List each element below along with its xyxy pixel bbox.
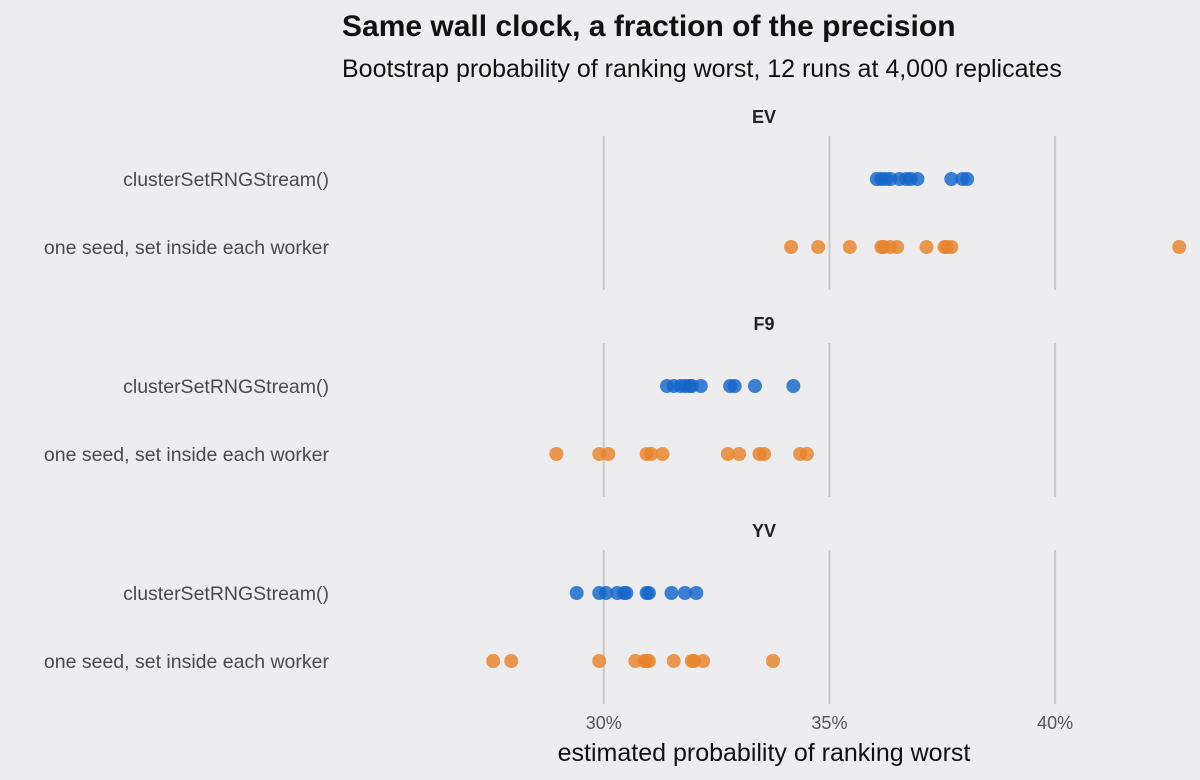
data-point <box>641 586 656 600</box>
data-point <box>784 240 799 254</box>
data-point <box>666 654 681 668</box>
x-tick-label: 30% <box>586 713 622 733</box>
data-point <box>747 379 762 393</box>
data-point <box>644 447 659 461</box>
data-point <box>960 172 975 186</box>
data-point <box>569 586 584 600</box>
data-point <box>486 654 501 668</box>
panel-strip-label: EV <box>752 107 776 127</box>
data-point <box>549 447 564 461</box>
row-label: one seed, set inside each worker <box>44 444 330 466</box>
chart-title: Same wall clock, a fraction of the preci… <box>342 10 956 43</box>
data-point <box>811 240 826 254</box>
data-point <box>664 586 679 600</box>
row-label: clusterSetRNGStream() <box>123 169 329 191</box>
data-point <box>842 240 857 254</box>
data-point <box>696 654 711 668</box>
data-point <box>655 447 670 461</box>
panel-strip-label: F9 <box>753 314 774 334</box>
data-point <box>1172 240 1187 254</box>
data-point <box>919 240 934 254</box>
panel-strip-label: YV <box>752 521 776 541</box>
row-label: clusterSetRNGStream() <box>123 583 329 605</box>
x-axis: 30% 35% 40% <box>586 713 1073 733</box>
panel-ev: EV clusterSetRNGStream() one seed, set ins… <box>44 107 1187 290</box>
data-point <box>757 447 771 461</box>
chart-subtitle: Bootstrap probability of ranking worst, … <box>342 55 1062 83</box>
row-label: one seed, set inside each worker <box>44 237 330 259</box>
data-point <box>890 240 905 254</box>
row-label: clusterSetRNGStream() <box>123 376 329 398</box>
data-point <box>727 379 742 393</box>
data-point <box>944 240 959 254</box>
data-point <box>689 586 704 600</box>
data-point <box>693 379 708 393</box>
x-axis-title: estimated probability of ranking worst <box>558 739 971 767</box>
data-point <box>910 172 925 186</box>
data-point <box>641 654 656 668</box>
data-point <box>799 447 814 461</box>
data-point <box>720 447 735 461</box>
data-point <box>732 447 747 461</box>
data-point <box>599 586 614 600</box>
panel-yv: YV clusterSetRNGStream() one seed, set ins… <box>44 521 1057 704</box>
data-point <box>592 654 607 668</box>
panel-f9: F9 clusterSetRNGStream() one seed, set ins… <box>44 314 1057 497</box>
data-point <box>601 447 616 461</box>
data-point <box>766 654 781 668</box>
panels: EV clusterSetRNGStream() one seed, set ins… <box>44 107 1187 704</box>
data-point <box>944 172 959 186</box>
x-tick-label: 35% <box>811 713 847 733</box>
data-point <box>504 654 519 668</box>
data-point <box>786 379 801 393</box>
x-tick-label: 40% <box>1037 713 1073 733</box>
data-point <box>678 586 693 600</box>
data-point <box>619 586 634 600</box>
row-label: one seed, set inside each worker <box>44 651 330 673</box>
